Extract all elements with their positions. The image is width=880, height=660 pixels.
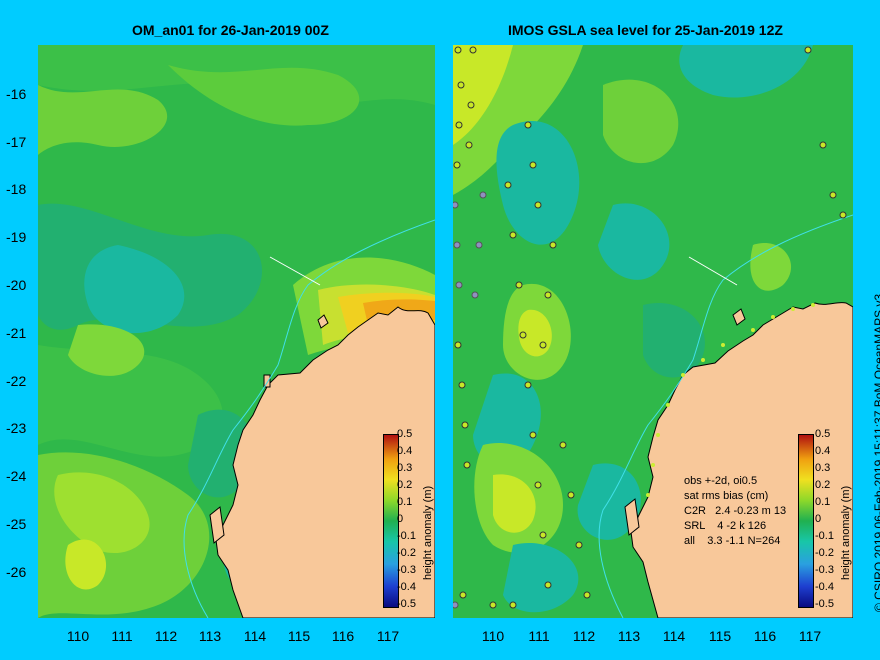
left-colorbar-title: height anomaly (m) — [422, 485, 434, 580]
track-dots — [453, 46, 847, 609]
right-map-title: IMOS GSLA sea level for 25-Jan-2019 12Z — [508, 22, 783, 38]
left-map — [38, 45, 435, 618]
right-colorbar — [798, 434, 814, 608]
right-map — [453, 45, 853, 618]
right-colorbar-title: height anomaly (m) — [840, 485, 852, 580]
credit-text: © CSIRO 2019 06-Feb-2019 15:11:37 BoM Oc… — [872, 293, 880, 612]
left-map-title: OM_an01 for 26-Jan-2019 00Z — [132, 22, 329, 38]
left-colorbar — [383, 434, 399, 608]
obs-stats: obs +-2d, oi0.5 sat rms bias (cm) C2R 2.… — [684, 475, 787, 547]
